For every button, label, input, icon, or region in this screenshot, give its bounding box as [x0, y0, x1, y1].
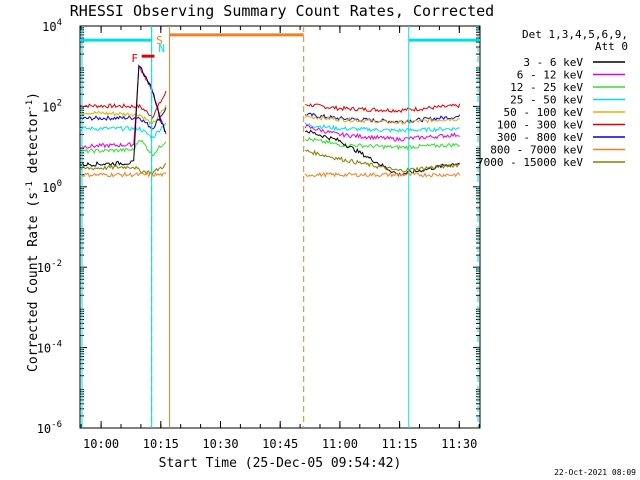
y-tick-label: 104 — [42, 18, 62, 34]
series-line-7-seg2 — [304, 129, 460, 177]
generation-timestamp: 22-Oct-2021 08:09 — [554, 468, 636, 477]
x-tick-label: 11:00 — [322, 437, 358, 451]
legend-entry-label: 25 - 50 keV — [510, 94, 583, 107]
series-line-1-seg2 — [305, 103, 461, 114]
y-tick-label: 102 — [42, 98, 62, 114]
series-line-5-seg2 — [304, 124, 460, 142]
x-tick-label: 10:30 — [202, 437, 238, 451]
plot-area: 104 102 100 10-2 10-4 10-6 10:00 10:15 10:30 10:4… — [37, 18, 481, 451]
series-line-8-seg2 — [305, 149, 460, 173]
series-line-2-seg1 — [79, 107, 167, 130]
legend-header-line2: Att 0 — [595, 40, 628, 53]
x-tick-label: 10:15 — [143, 437, 179, 451]
series-line-6-seg2 — [304, 137, 460, 151]
x-tick-label: 10:00 — [83, 437, 119, 451]
legend-entry-label: 300 - 800 keV — [497, 131, 583, 144]
y-tick-label: 10-4 — [37, 340, 62, 356]
y-tick-label: 10-2 — [37, 259, 62, 275]
x-axis-label: Start Time (25-Dec-05 09:54:42) — [159, 456, 402, 471]
legend-entry-label: 7000 - 15000 keV — [477, 156, 583, 169]
legend-entry-label: 50 - 100 keV — [504, 106, 584, 119]
y-tick-label: 10-6 — [37, 420, 62, 436]
series-line-3-seg1 — [79, 105, 167, 126]
x-tick-label: 11:15 — [382, 437, 418, 451]
x-tick-label: 11:30 — [441, 437, 477, 451]
legend-header-line1: Det 1,3,4,5,6,9, — [522, 28, 628, 41]
chart-title: RHESSI Observing Summary Count Rates, Co… — [70, 2, 494, 20]
series-line-9-seg2 — [304, 171, 461, 179]
legend-entry-label: 3 - 6 keV — [523, 56, 583, 69]
y-tick-label: 100 — [42, 179, 62, 195]
y-axis-label: Corrected Count Rate (s-1 detector-1) — [25, 92, 41, 372]
flare-flag-label: F — [131, 52, 138, 65]
x-tick-label: 10:45 — [262, 437, 298, 451]
legend-entry-label: 6 - 12 keV — [517, 69, 584, 82]
legend-entry-label: 100 - 300 keV — [497, 119, 583, 132]
saa-flag-label: S — [156, 34, 163, 47]
plot-frame — [79, 25, 481, 429]
legend-entry-label: 800 - 7000 keV — [490, 144, 583, 157]
legend-entry-label: 12 - 25 keV — [510, 81, 583, 94]
series-line-4-seg1 — [79, 122, 167, 140]
series-line-6-seg1 — [79, 139, 167, 157]
series-line-2-seg2 — [304, 112, 461, 124]
series-line-4-seg2 — [304, 122, 460, 133]
series-line-3-seg2 — [304, 114, 461, 126]
night-flag-label: N — [158, 42, 165, 55]
